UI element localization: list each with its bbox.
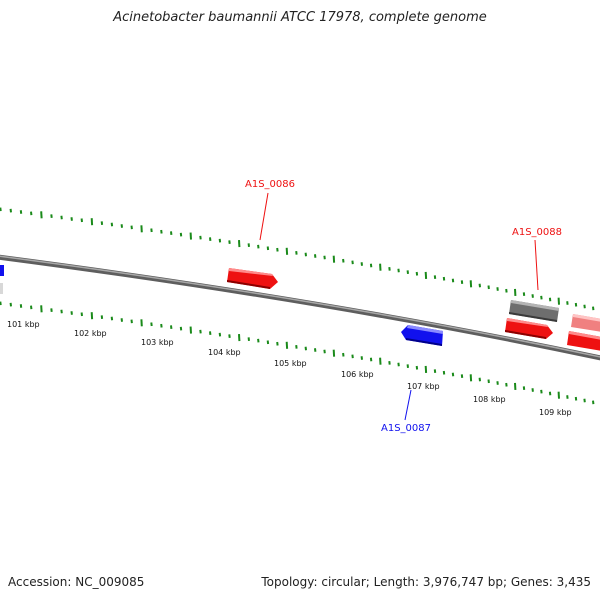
gene-feature-a1s-0088[interactable] [505, 318, 553, 339]
map-title: Acinetobacter baumannii ATCC 17978, comp… [113, 10, 487, 25]
gene-label-a1s-0088[interactable]: A1S_0088 [512, 227, 562, 238]
kbp-label: 103 kbp [141, 338, 174, 347]
gene-feature-a1s-0087[interactable] [401, 325, 443, 346]
accession-label: Accession: NC_009085 [8, 575, 145, 589]
gene-feature-reverse-edge[interactable] [0, 265, 4, 276]
gene-feature-a1s-0086[interactable] [227, 268, 278, 289]
callout-line-a1s-0086 [259, 192, 269, 241]
inner-tick-ring [0, 301, 595, 405]
kbp-label: 104 kbp [208, 348, 241, 357]
gene-feature-a1s-0088-pseudo[interactable] [509, 300, 559, 322]
kbp-label: 108 kbp [473, 395, 506, 404]
kbp-labels: 101 kbp 102 kbp 103 kbp 104 kbp 105 kbp … [7, 320, 572, 417]
gene-label-a1s-0086[interactable]: A1S_0086 [245, 179, 295, 190]
kbp-label: 109 kbp [539, 408, 572, 417]
kbp-label: 105 kbp [274, 359, 307, 368]
kbp-label: 107 kbp [407, 382, 440, 391]
kbp-label: 102 kbp [74, 329, 107, 338]
outer-tick-ring [0, 207, 595, 311]
gene-feature-pseudo-edge[interactable] [0, 283, 3, 294]
gene-label-a1s-0087[interactable]: A1S_0087 [381, 423, 431, 434]
genome-backbone [0, 254, 600, 361]
callout-line-a1s-0087 [404, 389, 412, 421]
kbp-label: 106 kbp [341, 370, 374, 379]
gene-features [0, 265, 600, 351]
callout-line-a1s-0088 [534, 239, 539, 291]
kbp-label: 101 kbp [7, 320, 40, 329]
gene-callouts: A1S_0086 A1S_0087 A1S_0088 [245, 179, 562, 434]
gene-feature-faint-right[interactable] [571, 314, 600, 332]
gene-feature-red-right[interactable] [567, 331, 600, 351]
genome-summary-label: Topology: circular; Length: 3,976,747 bp… [261, 575, 591, 589]
